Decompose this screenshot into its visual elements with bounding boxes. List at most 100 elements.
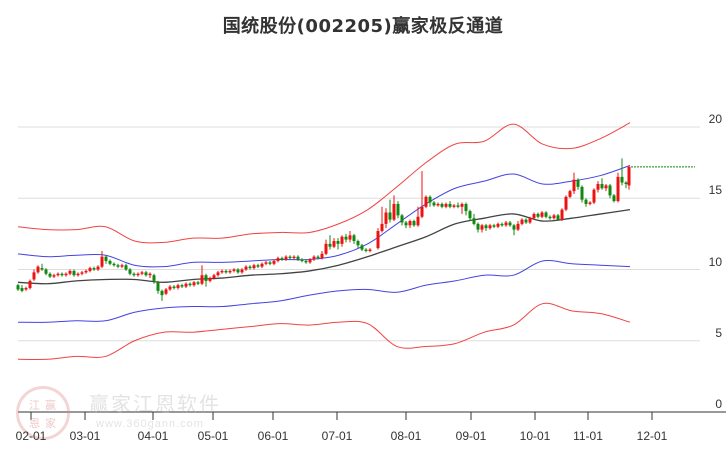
candle-down (512, 225, 516, 230)
candle-down (544, 212, 548, 217)
candle-down (400, 215, 404, 223)
y-tick-label-5: 5 (715, 326, 722, 340)
candle-down (316, 256, 320, 259)
watermark-name: 赢家江恩软件 (89, 392, 221, 416)
candle-down (188, 283, 192, 286)
candle-down (344, 236, 348, 240)
candle-up (416, 216, 420, 226)
candle-down (388, 212, 392, 220)
candle-up (176, 285, 180, 289)
candle-up (540, 212, 544, 217)
watermark: 江 赢 恩 家 赢家江恩软件 www.360gann.com (16, 386, 236, 442)
x-tick-label: 03-01 (69, 429, 101, 443)
candle-down (248, 266, 252, 269)
candle-up (52, 275, 56, 277)
ma-midline-line (17, 209, 631, 285)
candle-up (252, 265, 256, 269)
lower-outer-band-line (17, 302, 631, 360)
candle-up (68, 270, 72, 274)
candle-down (48, 273, 52, 277)
candle-down (584, 199, 588, 204)
candle-up (28, 280, 32, 289)
candle-up (332, 241, 336, 247)
candle-down (236, 269, 240, 273)
candle-down (360, 245, 364, 250)
watermark-logo-icon: 江 赢 恩 家 (16, 386, 70, 440)
candle-up (552, 215, 556, 219)
candle-up (368, 249, 372, 251)
y-tick-label-15: 15 (708, 183, 722, 197)
candle-down (576, 179, 580, 187)
candle-down (556, 215, 560, 220)
candle-up (76, 273, 80, 276)
candle-down (468, 211, 472, 219)
candle-up (292, 256, 296, 259)
candle-down (224, 270, 228, 273)
candle-down (536, 213, 540, 217)
candle-up (436, 203, 440, 206)
candle-down (160, 290, 164, 296)
candle-up (184, 283, 188, 287)
candle-up (24, 288, 28, 290)
candle-up (588, 202, 592, 204)
candle-up (308, 259, 312, 263)
candle-down (156, 282, 160, 291)
candle-down (352, 235, 356, 241)
y-tick-label-20: 20 (708, 112, 722, 126)
candle-down (620, 176, 624, 183)
candle-up (592, 189, 596, 203)
candle-down (44, 269, 48, 274)
candle-down (132, 273, 136, 276)
candle-up (120, 265, 124, 267)
candle-up (80, 272, 84, 274)
candle-down (412, 221, 416, 226)
candle-down (172, 286, 176, 289)
candle-up (260, 263, 264, 267)
candle-up (140, 272, 144, 274)
candle-up (408, 221, 412, 226)
candle-up (32, 272, 36, 280)
candle-up (532, 213, 536, 219)
candle-down (16, 285, 20, 290)
candle-up (216, 272, 220, 276)
candle-up (220, 270, 224, 273)
candle-up (616, 176, 620, 202)
candle-down (288, 256, 292, 259)
candle-down (356, 241, 360, 246)
candle-up (460, 203, 464, 207)
y-tick-label-10: 10 (708, 255, 722, 269)
candle-up (100, 256, 104, 267)
candle-down (600, 184, 604, 189)
candle-up (164, 289, 168, 294)
candle-up (96, 266, 100, 270)
candle-up (64, 273, 68, 276)
candle-down (472, 218, 476, 224)
upper-outer-band-line (17, 122, 631, 244)
candle-up (520, 219, 524, 224)
candle-up (384, 212, 388, 224)
chart-title: 国统股份(002205)赢家极反通道 (222, 16, 504, 37)
candle-up (192, 282, 196, 286)
candle-up (36, 266, 40, 273)
candle-down (116, 265, 120, 267)
candle-up (572, 179, 576, 192)
candle-up (320, 253, 324, 259)
x-tick-label: 09-01 (455, 429, 487, 443)
candle-down (612, 195, 616, 202)
candle-up (212, 275, 216, 279)
candle-down (124, 265, 128, 270)
candle-down (440, 203, 444, 207)
candle-down (624, 182, 628, 184)
x-tick-label: 10-01 (519, 429, 551, 443)
x-tick-label: 08-01 (390, 429, 422, 443)
candle-down (60, 273, 64, 276)
candle-down (196, 282, 200, 284)
candle-down (72, 270, 76, 276)
candle-up (244, 266, 248, 270)
candle-up (348, 235, 352, 240)
candle-down (448, 203, 452, 207)
x-tick-label: 04-01 (137, 429, 169, 443)
candle-up (444, 203, 448, 207)
x-tick-label: 12-01 (636, 429, 668, 443)
